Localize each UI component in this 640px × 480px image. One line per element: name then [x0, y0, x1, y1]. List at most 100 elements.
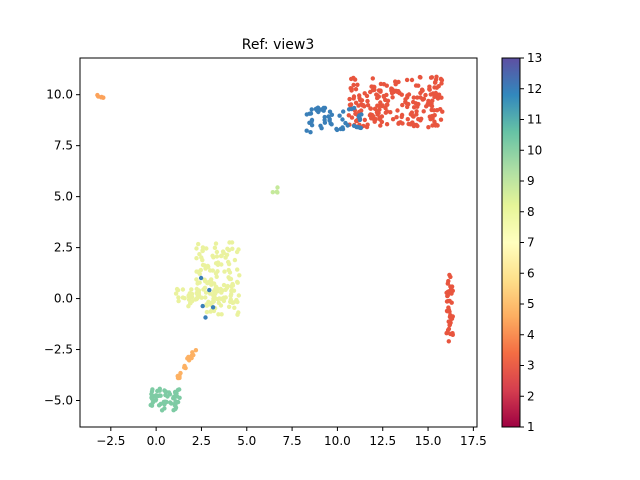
- point-cluster-top-red: [411, 123, 417, 129]
- point-cluster-center-yellow-left: [194, 291, 200, 296]
- point-cluster-top-red: [439, 81, 444, 86]
- point-cluster-center-yellow: [210, 268, 215, 273]
- point-cluster-center-yellow: [228, 299, 233, 304]
- point-cluster-center-yellow: [236, 293, 241, 298]
- point-cluster-center-yellow: [202, 277, 207, 282]
- point-cluster-top-blue: [341, 109, 346, 114]
- colorbar-tick-label: 4: [527, 328, 535, 342]
- point-cluster-top-red: [428, 75, 434, 80]
- point-cluster-right-red: [449, 316, 454, 321]
- point-cluster-top-red: [365, 122, 370, 127]
- point-cluster-top-red: [432, 80, 438, 85]
- point-cluster-center-yellow-left: [215, 289, 220, 294]
- point-cluster-top-red: [404, 77, 410, 83]
- x-tick-label: 10.0: [324, 434, 351, 448]
- point-cluster-center-yellow: [214, 249, 220, 255]
- point-cluster-top-blue: [340, 125, 345, 130]
- point-cluster-right-red: [445, 293, 450, 298]
- point-cluster-top-blue: [329, 112, 335, 118]
- point-cluster-top-red: [435, 96, 441, 101]
- point-cluster-right-red: [448, 313, 453, 318]
- point-cluster-center-yellow: [225, 246, 230, 251]
- colorbar-tick-label: 7: [527, 236, 535, 250]
- point-cluster-mid-tiny: [275, 190, 280, 195]
- point-cluster-top-red: [406, 92, 412, 97]
- point-cluster-far-left-orange: [95, 92, 100, 98]
- point-cluster-orange-tail: [189, 353, 194, 358]
- x-tick-label: 0.0: [147, 434, 166, 448]
- point-cluster-top-red: [429, 107, 434, 113]
- point-cluster-center-yellow-left: [176, 298, 181, 304]
- point-cluster-center-yellow: [195, 280, 201, 285]
- point-cluster-top-red: [359, 98, 365, 103]
- point-cluster-center-yellow-left: [189, 291, 195, 297]
- point-cluster-bottom-green: [163, 389, 168, 394]
- point-cluster-top-red: [416, 83, 421, 88]
- point-cluster-top-red: [419, 88, 425, 94]
- x-tick-label: −2.5: [96, 434, 125, 448]
- point-cluster-top-red: [356, 103, 361, 108]
- y-axis: −5.0 −2.5 0.0 2.5 5.0 7.5 10.0: [44, 88, 80, 407]
- point-cluster-top-blue: [327, 116, 332, 122]
- point-cluster-top-red: [353, 87, 359, 92]
- point-cluster-top-blue: [304, 128, 309, 133]
- point-cluster-center-yellow: [235, 280, 240, 285]
- point-cluster-center-yellow: [231, 300, 236, 305]
- point-cluster-center-yellow: [200, 245, 206, 250]
- point-cluster-center-yellow-left: [174, 286, 180, 292]
- point-cluster-top-red: [427, 86, 432, 92]
- point-cluster-top-red: [349, 115, 355, 120]
- point-cluster-top-red: [379, 103, 385, 109]
- point-cluster-center-yellow: [198, 267, 203, 273]
- point-cluster-center-yellow: [213, 241, 219, 246]
- point-cluster-top-red: [349, 86, 354, 92]
- point-cluster-top-red: [421, 109, 426, 114]
- point-cluster-top-red: [378, 100, 383, 105]
- point-cluster-top-red: [372, 87, 377, 93]
- point-cluster-top-red: [419, 116, 424, 122]
- point-cluster-top-red: [379, 114, 385, 119]
- point-cluster-center-yellow: [236, 310, 241, 315]
- point-cluster-center-yellow: [203, 290, 209, 295]
- point-cluster-right-red: [448, 288, 453, 293]
- point-cluster-bottom-green: [169, 401, 174, 406]
- point-cluster-center-yellow: [213, 271, 219, 276]
- point-cluster-top-red: [417, 74, 423, 80]
- point-cluster-center-yellow-left: [215, 297, 220, 302]
- point-cluster-bottom-green: [153, 397, 159, 402]
- point-cluster-top-red: [432, 94, 437, 100]
- point-cluster-center-yellow: [210, 253, 215, 258]
- colorbar-tick-label: 2: [527, 389, 535, 403]
- point-cluster-center-yellow: [194, 256, 199, 261]
- point-cluster-center-yellow-left: [207, 291, 213, 296]
- y-tick-label: 5.0: [54, 190, 73, 204]
- point-cluster-mid-tiny: [275, 185, 280, 190]
- point-cluster-center-yellow: [218, 253, 224, 259]
- point-cluster-top-red: [415, 123, 420, 129]
- colorbar-tick-label: 10: [527, 143, 542, 157]
- point-cluster-top-red: [347, 96, 352, 102]
- point-cluster-top-red: [436, 92, 442, 97]
- point-cluster-right-red: [446, 319, 451, 324]
- x-axis: −2.5 0.0 2.5 5.0 7.5 10.0 12.5 15.0 17.5: [96, 427, 487, 448]
- point-cluster-bottom-green: [173, 406, 178, 412]
- point-cluster-top-red: [368, 106, 373, 111]
- point-cluster-top-red: [384, 83, 389, 88]
- point-cluster-top-red: [364, 93, 370, 99]
- point-cluster-center-yellow: [226, 275, 231, 280]
- point-cluster-top-red: [426, 125, 431, 130]
- chart-title: Ref: view3: [242, 37, 314, 53]
- point-cluster-center-yellow: [232, 257, 238, 263]
- point-cluster-center-yellow: [227, 270, 233, 275]
- point-cluster-top-red: [351, 94, 357, 99]
- point-cluster-center-yellow: [221, 282, 227, 288]
- point-cluster-top-red: [433, 123, 438, 128]
- point-cluster-center-yellow: [204, 309, 210, 315]
- point-cluster-top-red: [383, 97, 388, 103]
- point-cluster-top-blue: [357, 116, 363, 121]
- point-cluster-center-yellow: [228, 293, 233, 299]
- point-cluster-top-red: [408, 122, 413, 127]
- point-cluster-center-yellow-left: [176, 295, 181, 300]
- point-cluster-top-red: [349, 76, 354, 82]
- point-cluster-top-blue: [309, 107, 314, 112]
